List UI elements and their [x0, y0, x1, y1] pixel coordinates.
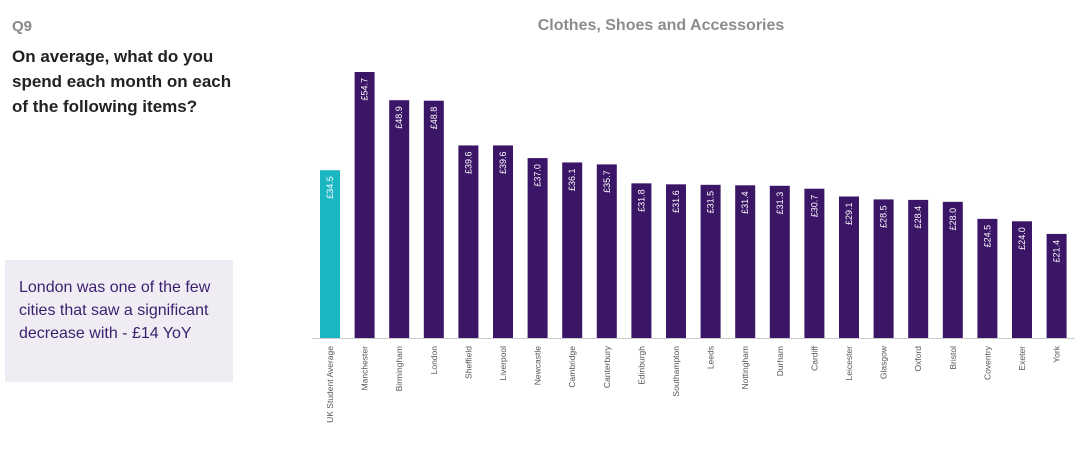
value-label-bristol: £28.0 — [948, 208, 958, 231]
category-label-oxford: Oxford — [913, 346, 923, 372]
bar-sheffield — [458, 145, 479, 338]
bar-southampton — [666, 184, 686, 338]
bar-oxford — [908, 199, 929, 338]
callout-box: London was one of the few cities that sa… — [5, 260, 233, 382]
value-label-coventry: £24.5 — [982, 225, 992, 248]
bar-cambridge — [562, 162, 583, 338]
value-label-york: £21.4 — [1052, 240, 1062, 263]
category-label-durham: Durham — [775, 346, 785, 376]
value-label-sheffield: £39.6 — [463, 151, 473, 174]
bars-group: £34.5 UK Student Average £54.7 Manchester £4… — [320, 72, 1067, 423]
bar-birmingham — [389, 100, 410, 339]
bar-cardiff — [804, 188, 825, 338]
bar-coventry — [977, 218, 998, 338]
category-label-liverpool: Liverpool — [498, 346, 508, 381]
category-label-london: London — [429, 346, 439, 375]
bar-edinburgh — [631, 183, 652, 338]
category-label-sheffield: Sheffield — [463, 346, 473, 379]
category-label-york: York — [1052, 345, 1062, 362]
value-label-newcastle: £37.0 — [533, 164, 543, 187]
value-label-leicester: £29.1 — [844, 202, 854, 225]
category-label-nottingham: Nottingham — [740, 346, 750, 389]
category-label-uk-student-average: UK Student Average — [325, 346, 335, 423]
bar-leeds — [700, 184, 721, 338]
chart-title: Clothes, Shoes and Accessories — [538, 17, 785, 34]
value-label-cardiff: £30.7 — [809, 195, 819, 218]
category-label-leeds: Leeds — [706, 346, 716, 369]
category-label-exeter: Exeter — [1017, 346, 1027, 371]
category-label-bristol: Bristol — [948, 346, 958, 370]
category-label-glasgow: Glasgow — [879, 345, 889, 379]
value-label-manchester: £54.7 — [360, 78, 370, 101]
value-label-edinburgh: £31.8 — [636, 189, 646, 212]
category-label-manchester: Manchester — [360, 346, 370, 391]
category-label-birmingham: Birmingham — [394, 346, 404, 391]
bar-glasgow — [873, 199, 894, 338]
value-label-london: £48.8 — [429, 107, 439, 130]
bar-durham — [769, 185, 790, 338]
category-label-leicester: Leicester — [844, 346, 854, 381]
value-label-durham: £31.3 — [775, 192, 785, 215]
value-label-uk-student-average: £34.5 — [325, 176, 335, 199]
question-number: Q9 — [12, 18, 33, 35]
bar-exeter — [1012, 221, 1032, 338]
value-label-leeds: £31.5 — [706, 191, 716, 214]
value-label-southampton: £31.6 — [671, 190, 681, 213]
value-label-nottingham: £31.4 — [740, 191, 750, 214]
value-label-liverpool: £39.6 — [498, 151, 508, 174]
value-label-exeter: £24.0 — [1017, 227, 1027, 250]
category-label-newcastle: Newcastle — [533, 346, 543, 385]
value-label-birmingham: £48.9 — [394, 106, 404, 129]
question-text: On average, what do you spend each month… — [12, 47, 232, 116]
category-label-edinburgh: Edinburgh — [636, 346, 646, 385]
bar-leicester — [839, 196, 859, 338]
bar-newcastle — [527, 158, 548, 338]
bar-nottingham — [735, 185, 756, 338]
category-label-cardiff: Cardiff — [809, 345, 819, 371]
bar-manchester — [354, 72, 375, 338]
bar-york — [1046, 233, 1067, 338]
value-label-canterbury: £35.7 — [602, 170, 612, 193]
bar-london — [423, 100, 444, 338]
bar-liverpool — [493, 145, 513, 338]
value-label-oxford: £28.4 — [913, 206, 923, 229]
callout-text: London was one of the few cities that sa… — [19, 279, 211, 342]
value-label-cambridge: £36.1 — [567, 168, 577, 191]
bar-uk-student-average — [320, 170, 340, 338]
category-label-canterbury: Canterbury — [602, 345, 612, 388]
value-label-glasgow: £28.5 — [879, 205, 889, 228]
bar-canterbury — [596, 164, 617, 338]
bar-bristol — [942, 201, 963, 338]
category-label-coventry: Coventry — [982, 345, 992, 380]
category-label-southampton: Southampton — [671, 346, 681, 397]
category-label-cambridge: Cambridge — [567, 346, 577, 388]
